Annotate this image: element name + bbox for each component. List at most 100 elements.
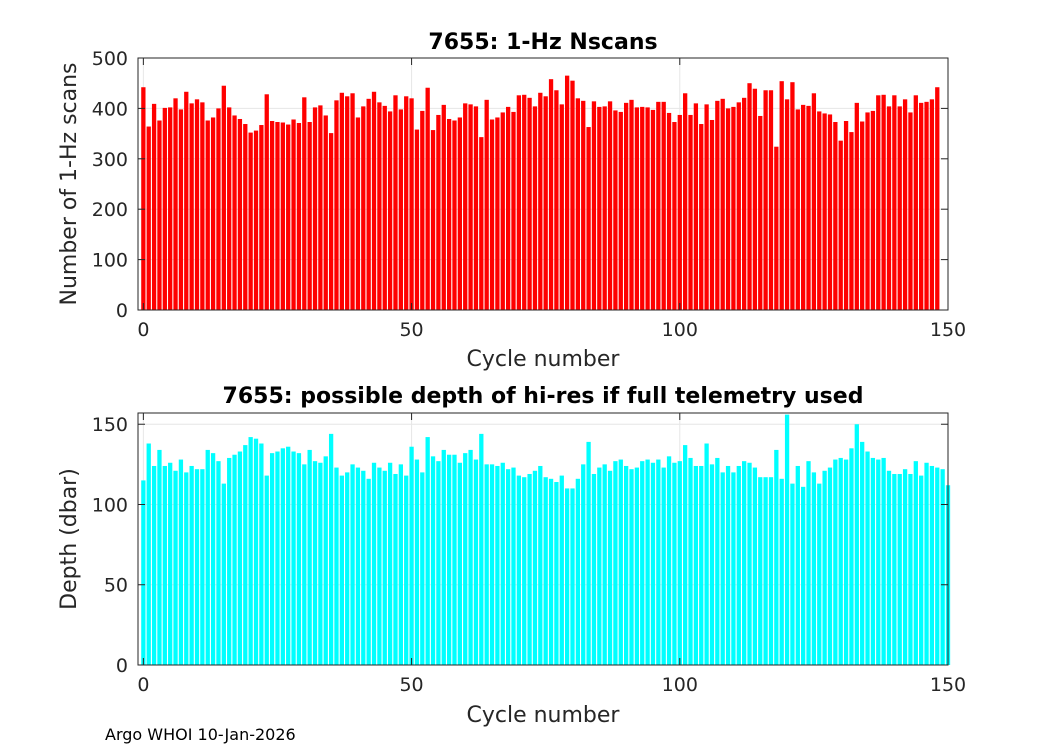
nscans-x-tick-label: 0: [137, 319, 149, 341]
depth-bar: [564, 488, 570, 665]
depth-bar: [275, 451, 280, 665]
depth-bar: [436, 461, 441, 665]
depth-bar: [860, 441, 865, 665]
nscans-bar: [495, 117, 500, 310]
depth-bar: [355, 467, 361, 665]
nscans-bar: [645, 107, 650, 310]
depth-bar: [248, 437, 253, 665]
nscans-bar: [704, 104, 709, 311]
depth-bar: [693, 465, 699, 665]
nscans-bar: [838, 140, 843, 310]
nscans-bar: [350, 93, 355, 310]
nscans-ticks: 0 50 100 150 0 100 200 300 400 500: [92, 48, 966, 341]
nscans-bar: [538, 92, 543, 310]
nscans-bar: [151, 103, 157, 310]
nscans-bar: [232, 115, 237, 311]
depth-bar: [924, 462, 929, 665]
nscans-bar: [194, 99, 200, 310]
nscans-bar: [259, 125, 264, 310]
depth-bar: [516, 475, 522, 665]
depth-bars: [141, 414, 951, 665]
nscans-bar: [795, 109, 800, 310]
depth-ticks: 0 50 100 150 0 50 100 150: [92, 413, 966, 696]
depth-bar: [919, 475, 924, 665]
nscans-bar: [141, 87, 146, 310]
nscans-bar: [758, 115, 763, 311]
nscans-bar: [227, 107, 232, 310]
depth-bar: [795, 465, 800, 665]
nscans-bar: [527, 97, 532, 310]
depth-bar: [318, 462, 323, 665]
depth-bar: [929, 465, 935, 665]
nscans-bar: [747, 83, 752, 310]
depth-bar: [339, 475, 344, 665]
depth-bar: [768, 477, 774, 665]
nscans-bar: [640, 106, 645, 310]
nscans-bar: [683, 93, 688, 310]
depth-bar: [650, 462, 656, 665]
nscans-y-axis-label: Number of 1-Hz scans: [57, 62, 82, 305]
nscans-bar: [178, 109, 184, 310]
nscans-bar: [634, 107, 640, 310]
nscans-bar: [822, 113, 827, 310]
nscans-bars: [141, 75, 940, 311]
nscans-bar: [827, 114, 833, 310]
nscans-bar: [564, 75, 570, 310]
depth-bar: [661, 467, 666, 665]
nscans-bar: [763, 90, 768, 310]
depth-bar: [232, 454, 237, 665]
nscans-bar: [339, 92, 344, 310]
depth-x-tick-label: 150: [930, 674, 966, 696]
depth-bar: [640, 461, 645, 665]
nscans-bar: [870, 110, 876, 310]
depth-bar: [430, 456, 436, 665]
nscans-bar: [688, 114, 693, 310]
nscans-bar: [436, 114, 441, 310]
nscans-bar: [446, 118, 452, 310]
depth-bar: [591, 473, 597, 665]
nscans-y-tick-label: 200: [92, 199, 128, 221]
depth-y-tick-label: 100: [92, 494, 128, 516]
nscans-bar: [162, 107, 167, 311]
nscans-bar: [457, 117, 462, 310]
nscans-bar: [725, 108, 731, 311]
depth-bar: [731, 472, 736, 665]
depth-bar: [913, 461, 918, 665]
nscans-bar: [237, 118, 243, 310]
depth-bar: [881, 457, 886, 665]
depth-bar: [538, 465, 543, 665]
nscans-bar: [629, 99, 634, 310]
nscans-y-tick-label: 300: [92, 149, 128, 171]
depth-bar: [827, 467, 833, 665]
nscans-bar: [618, 111, 623, 311]
nscans-bar: [613, 110, 618, 310]
depth-bar: [200, 469, 205, 665]
nscans-axes-box: [137, 57, 949, 311]
depth-bar: [296, 453, 302, 665]
nscans-bar: [693, 103, 699, 310]
depth-bar: [457, 462, 462, 665]
depth-bar: [559, 475, 564, 665]
depth-bar: [328, 433, 334, 665]
nscans-bar: [736, 102, 741, 310]
depth-bar: [817, 483, 822, 665]
nscans-y-tick-label: 100: [92, 250, 128, 272]
depth-bar: [495, 465, 500, 665]
depth-bar: [361, 470, 366, 665]
nscans-bar: [366, 98, 371, 310]
depth-bar: [511, 467, 516, 665]
depth-bar: [704, 443, 709, 665]
nscans-bar: [302, 97, 307, 310]
nscans-bar: [484, 99, 489, 310]
depth-bar: [194, 469, 200, 665]
nscans-bar: [318, 105, 323, 310]
nscans-bar: [361, 106, 366, 310]
nscans-bar: [768, 90, 774, 310]
depth-bar: [634, 467, 640, 665]
depth-bar: [151, 465, 157, 665]
depth-bar: [629, 469, 634, 665]
depth-bar: [666, 456, 672, 665]
nscans-bar: [291, 119, 296, 311]
nscans-bar: [650, 109, 656, 310]
nscans-bar: [307, 122, 312, 310]
